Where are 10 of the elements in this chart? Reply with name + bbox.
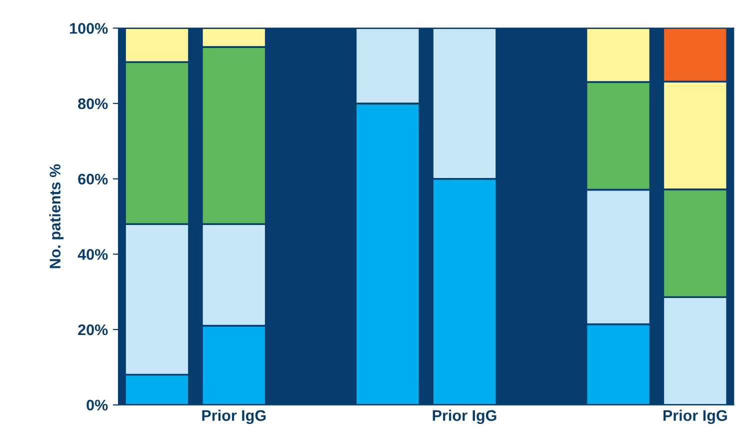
y-tick-label: 100% bbox=[70, 23, 108, 34]
y-tick-label: 0% bbox=[86, 400, 108, 411]
y-tick-label: 80% bbox=[78, 98, 108, 110]
y-axis-title: No. patients % bbox=[49, 164, 64, 268]
y-tick-label: 60% bbox=[78, 174, 108, 185]
y-tick-label: 20% bbox=[78, 324, 108, 336]
x-tick-label: Prior IgG bbox=[432, 410, 496, 424]
x-tick-label: Prior IgG bbox=[663, 410, 727, 424]
y-tick-label: 40% bbox=[78, 249, 108, 260]
x-tick-label: Prior IgG bbox=[202, 410, 266, 424]
